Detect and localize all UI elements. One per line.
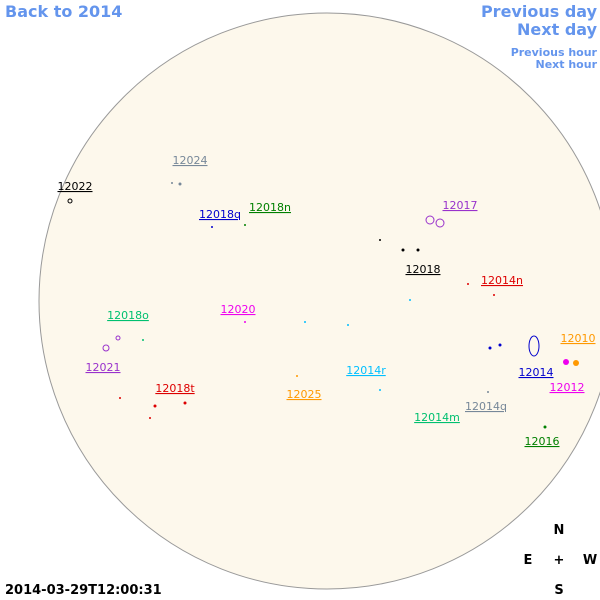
solar-disk bbox=[38, 12, 600, 590]
next-day-link[interactable]: Next day bbox=[517, 20, 598, 39]
compass-west: W bbox=[583, 553, 597, 568]
region-label[interactable]: 12018o bbox=[107, 309, 149, 322]
next-hour-link[interactable]: Next hour bbox=[536, 58, 598, 71]
region-label[interactable]: 12014n bbox=[481, 274, 523, 287]
region-label[interactable]: 12010 bbox=[561, 332, 596, 345]
region-label[interactable]: 12022 bbox=[58, 180, 93, 193]
region-label[interactable]: 12014q bbox=[465, 400, 507, 413]
region-label[interactable]: 12014r bbox=[346, 364, 386, 377]
region-label[interactable]: 12025 bbox=[287, 388, 322, 401]
sunspots bbox=[67, 182, 579, 429]
region-label[interactable]: 12018q bbox=[199, 208, 241, 221]
back-link[interactable]: Back to 2014 bbox=[5, 2, 122, 21]
compass-east: E bbox=[524, 553, 533, 568]
compass-north: N bbox=[554, 523, 565, 538]
region-label[interactable]: 12018t bbox=[155, 382, 195, 395]
timestamp: 2014-03-29T12:00:31 bbox=[5, 583, 162, 598]
region-label[interactable]: 12017 bbox=[443, 199, 478, 212]
region-label[interactable]: 12018n bbox=[249, 201, 291, 214]
previous-hour-link[interactable]: Previous hour bbox=[511, 46, 598, 59]
region-label[interactable]: 12012 bbox=[550, 381, 585, 394]
region-label[interactable]: 12016 bbox=[525, 435, 560, 448]
region-label[interactable]: 12014 bbox=[519, 366, 554, 379]
previous-day-link[interactable]: Previous day bbox=[481, 2, 598, 21]
compass-center: + bbox=[554, 553, 565, 568]
region-label[interactable]: 12020 bbox=[221, 303, 256, 316]
region-label[interactable]: 12021 bbox=[86, 361, 121, 374]
region-label[interactable]: 12024 bbox=[173, 154, 208, 167]
region-label[interactable]: 12014m bbox=[414, 411, 460, 424]
compass-south: S bbox=[554, 583, 563, 598]
region-label[interactable]: 12018 bbox=[406, 263, 441, 276]
